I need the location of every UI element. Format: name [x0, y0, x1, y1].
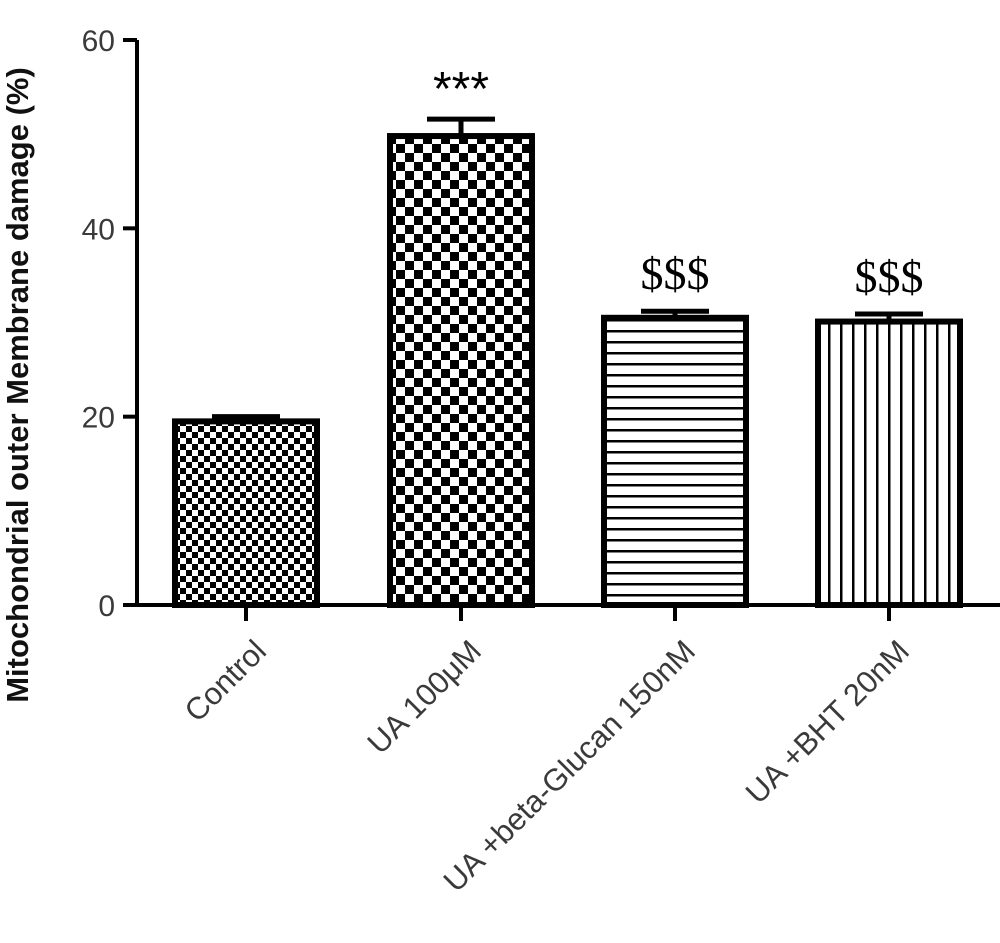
y-axis-ticks: 0 20 40 60 [82, 25, 137, 623]
x-category-label: UA +BHT 20nM [739, 633, 916, 810]
y-tick-label: 60 [82, 25, 115, 58]
bar [172, 418, 320, 608]
y-tick-label: 0 [98, 590, 115, 623]
significance-label: $$$ [641, 248, 710, 299]
bar [387, 133, 535, 609]
x-category-label: Control [178, 633, 273, 728]
significance-label: $$$ [855, 251, 924, 302]
x-category-label: UA +beta-Glucan 150nM [437, 633, 702, 898]
bar [815, 318, 963, 608]
x-category-label: UA 100μM [360, 633, 488, 761]
y-axis-label: Mitochondrial outer Membrane damage (%) [0, 67, 35, 703]
bar [601, 314, 749, 608]
y-tick-label: 20 [82, 402, 115, 435]
bars: *** $$$ $$$ [172, 63, 963, 609]
y-tick-label: 40 [82, 213, 115, 246]
significance-label: *** [433, 63, 489, 116]
